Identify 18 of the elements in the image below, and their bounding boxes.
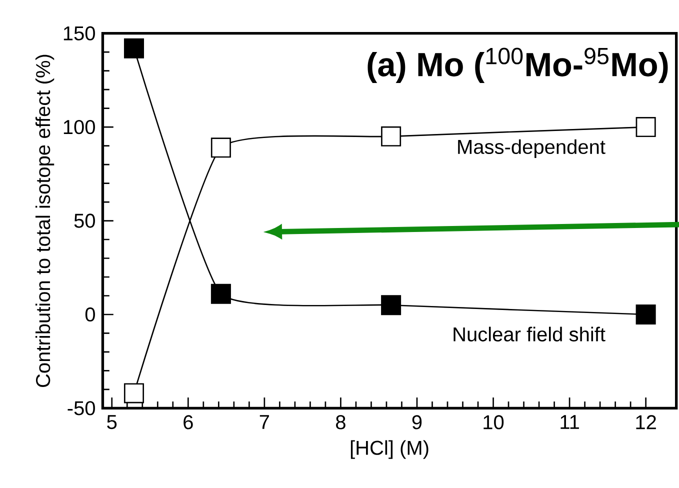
y-tick-label: -50 [68,401,95,416]
x-tick-label: 6 [184,415,193,430]
x-tick-label: 7 [260,415,269,429]
x-tick-label: 10 [484,415,504,430]
chart-title: (a) Mo ($^{100}$Mo-$^{95}$Mo) [368,48,668,83]
x-tick-label: 11 [560,415,579,429]
x-tick-label: 9 [412,415,422,430]
x-tick-label: 8 [336,415,346,430]
x-tick-label: 5 [107,415,117,429]
x-axis-title: [HCl] (M) [350,440,428,459]
y-tick-label: 100 [64,120,95,134]
y-tick-label: 150 [64,26,95,40]
series-label: Mass-dependent [458,139,606,158]
y-tick-label: 0 [85,307,95,322]
y-axis-title: Contribution to total isotope effect (%) [35,54,54,387]
x-tick-label: 12 [636,415,656,429]
series-label: Nuclear field shift [454,326,606,342]
y-tick-label: 50 [74,214,95,228]
